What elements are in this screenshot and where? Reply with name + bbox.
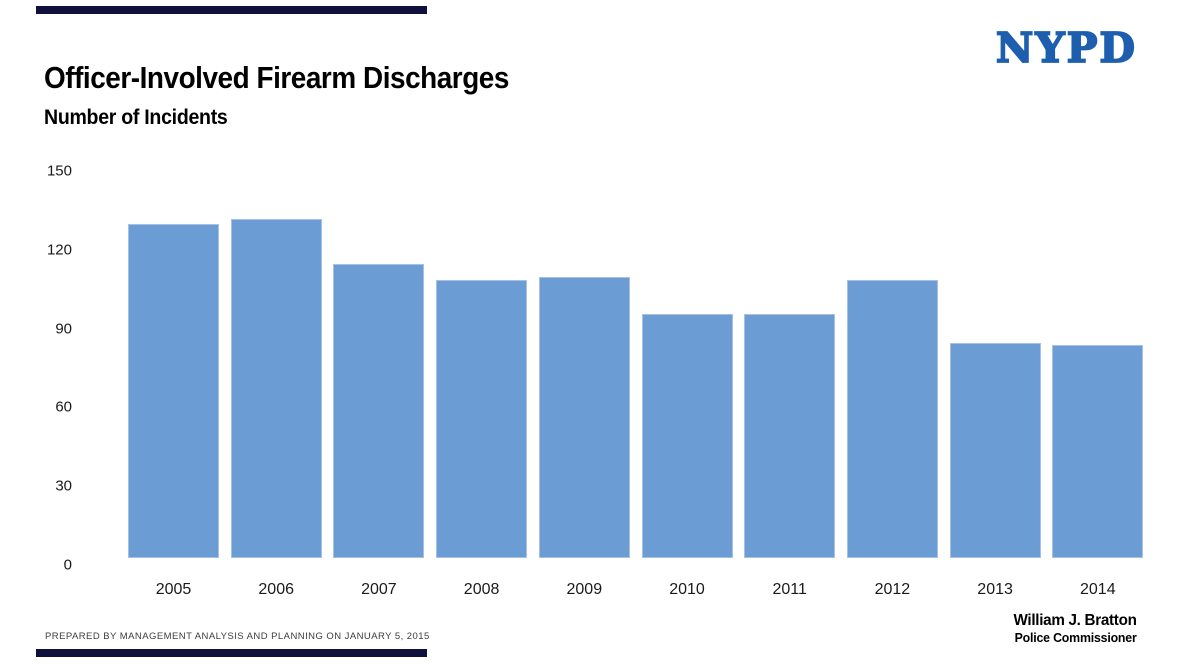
y-tick-label: 60 [55,398,72,416]
top-accent-bar [36,6,427,14]
bar-2009 [538,276,630,558]
x-tick-label: 2008 [463,581,500,598]
x-tick-label: 2013 [977,581,1013,598]
bar-2010 [641,313,733,558]
y-tick-label: 150 [46,162,72,180]
y-tick-label: 0 [63,556,72,574]
y-tick-label: 90 [55,320,72,338]
bottom-accent-bar [36,649,427,657]
y-tick-label: 30 [55,477,72,495]
bar-2013 [949,342,1041,558]
page-subtitle: Number of Incidents [44,106,228,129]
x-tick-label: 2012 [874,581,911,598]
commissioner-name: William J. Bratton [1013,612,1137,629]
bar-2005 [128,224,219,558]
bar-2011 [744,313,836,558]
bar-2007 [333,263,425,558]
prepared-by-note: PREPARED BY MANAGEMENT ANALYSIS AND PLAN… [45,631,430,642]
x-tick-label: 2006 [258,581,294,598]
x-tick-label: 2005 [155,581,192,598]
x-tick-label: 2009 [566,581,603,598]
bar-2008 [436,279,528,558]
x-tick-label: 2007 [361,581,397,598]
bar-2014 [1052,345,1144,558]
signature-block: William J. Bratton Police Commissioner [1007,612,1137,645]
page-title: Officer-Involved Firearm Discharges [44,60,509,95]
y-tick-label: 120 [46,241,72,259]
bar-2012 [846,279,938,558]
x-tick-label: 2011 [772,581,807,598]
bar-2006 [230,219,322,558]
x-tick-label: 2010 [669,581,705,598]
commissioner-title: Police Commissioner [1014,630,1137,645]
x-tick-label: 2014 [1080,581,1116,598]
nypd-logo: NYPD [995,23,1137,73]
